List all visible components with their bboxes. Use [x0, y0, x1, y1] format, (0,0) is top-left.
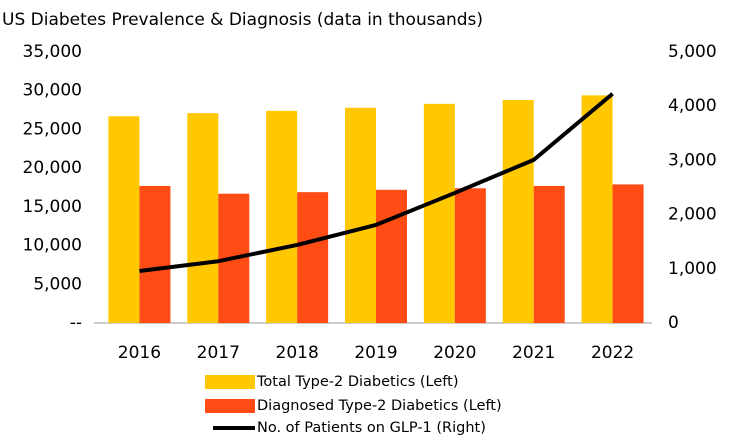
legend-label: No. of Patients on GLP-1 (Right) [257, 420, 486, 436]
bar [297, 192, 329, 323]
y-tick-label: 5,000 [33, 274, 82, 294]
y2-tick-label: 3,000 [668, 150, 717, 170]
bar [139, 185, 171, 323]
x-tick-label: 2016 [118, 343, 161, 363]
bar [108, 116, 140, 323]
legend-swatch [205, 399, 255, 413]
y2-tick-label: 5,000 [668, 42, 717, 62]
legend-label: Diagnosed Type-2 Diabetics (Left) [257, 398, 502, 414]
x-tick-label: 2020 [433, 343, 476, 363]
bar [376, 189, 407, 323]
bar [533, 185, 565, 323]
line [139, 92, 614, 273]
y-tick-label: 25,000 [23, 119, 82, 139]
bar [454, 188, 486, 323]
bar [423, 103, 455, 324]
bar [187, 113, 219, 323]
y2-tick-label: 1,000 [668, 259, 717, 279]
y-tick-label: -- [70, 313, 82, 333]
bar [345, 107, 376, 324]
y2-tick-label: 0 [668, 313, 679, 333]
bar [581, 95, 613, 323]
chart-title: US Diabetes Prevalence & Diagnosis (data… [2, 10, 483, 30]
x-tick-label: 2021 [512, 343, 555, 363]
x-tick-label: 2017 [197, 343, 240, 363]
bar [612, 184, 644, 323]
x-tick-label: 2018 [276, 343, 319, 363]
y-tick-label: 35,000 [23, 42, 82, 62]
legend-swatch [205, 375, 255, 389]
x-tick-label: 2019 [354, 343, 397, 363]
y2-tick-label: 2,000 [668, 205, 717, 225]
y-tick-label: 30,000 [23, 81, 82, 101]
bar [502, 100, 534, 324]
x-tick-label: 2022 [591, 343, 634, 363]
legend-label: Total Type-2 Diabetics (Left) [256, 374, 459, 390]
y-tick-label: 20,000 [23, 158, 82, 178]
y-tick-label: 15,000 [23, 197, 82, 217]
bar [266, 110, 298, 324]
y-tick-label: 10,000 [23, 236, 82, 256]
y2-tick-label: 4,000 [668, 96, 717, 116]
